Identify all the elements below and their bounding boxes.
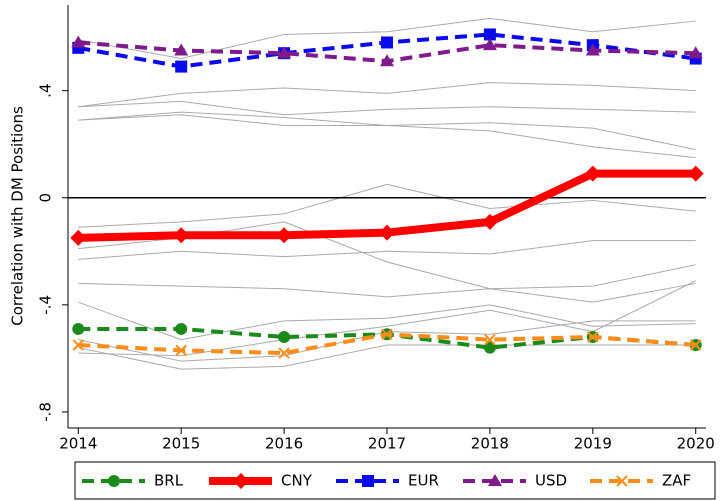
marker <box>278 347 290 359</box>
marker <box>175 60 188 73</box>
series-line <box>78 344 696 370</box>
x-tick-label: 2016 <box>265 435 303 453</box>
marker <box>584 165 601 182</box>
y-tick-label: -.8 <box>37 402 55 422</box>
legend-box <box>74 461 716 500</box>
marker <box>278 330 291 343</box>
marker <box>70 229 87 246</box>
marker <box>687 165 704 182</box>
x-tick-label: 2019 <box>574 435 612 453</box>
x-tick-label: 2015 <box>162 435 200 453</box>
y-tick-label: .4 <box>37 84 55 98</box>
marker <box>380 54 394 67</box>
marker <box>72 339 84 351</box>
legend-label: ZAF <box>662 472 691 490</box>
marker <box>483 28 496 41</box>
series-line <box>78 114 696 159</box>
legend-marker <box>488 474 502 486</box>
series-line <box>78 183 696 228</box>
marker <box>587 331 599 343</box>
marker <box>690 339 702 351</box>
marker <box>72 322 85 335</box>
y-tick-label: -.4 <box>37 295 55 315</box>
series-line <box>78 301 696 341</box>
legend-label: EUR <box>408 472 439 490</box>
marker <box>688 46 703 59</box>
legend-marker <box>108 475 120 487</box>
marker <box>175 322 188 335</box>
marker <box>481 213 498 230</box>
marker <box>175 344 187 357</box>
y-tick-label: 0 <box>37 193 55 203</box>
x-tick-label: 2017 <box>368 435 406 453</box>
legend-label: CNY <box>281 472 313 490</box>
marker <box>379 224 395 241</box>
marker <box>381 328 393 341</box>
marker <box>484 333 496 346</box>
legend-marker <box>233 473 249 489</box>
marker <box>482 38 497 51</box>
y-axis-label: Correlation with DM Positions <box>9 106 27 326</box>
series-line <box>78 240 696 260</box>
marker <box>381 36 393 49</box>
legend-marker <box>616 475 628 487</box>
series-line <box>78 100 696 116</box>
legend: BRL CNY EUR USD ZAF <box>74 461 716 500</box>
marker <box>276 227 293 244</box>
legend-label: USD <box>535 472 567 490</box>
marker <box>71 35 86 48</box>
series-line <box>78 111 696 151</box>
marker <box>173 227 190 244</box>
marker <box>585 43 600 56</box>
series-line <box>78 282 696 303</box>
legend-marker <box>362 475 374 487</box>
marker <box>277 46 292 59</box>
x-tick-label: 2018 <box>471 435 509 453</box>
x-tick-label: 2020 <box>677 435 715 453</box>
marker <box>483 341 496 354</box>
marker <box>174 43 189 56</box>
series-line <box>78 82 696 108</box>
x-tick-label: 2014 <box>59 435 97 453</box>
series-line <box>78 17 696 60</box>
legend-label: BRL <box>154 472 184 490</box>
